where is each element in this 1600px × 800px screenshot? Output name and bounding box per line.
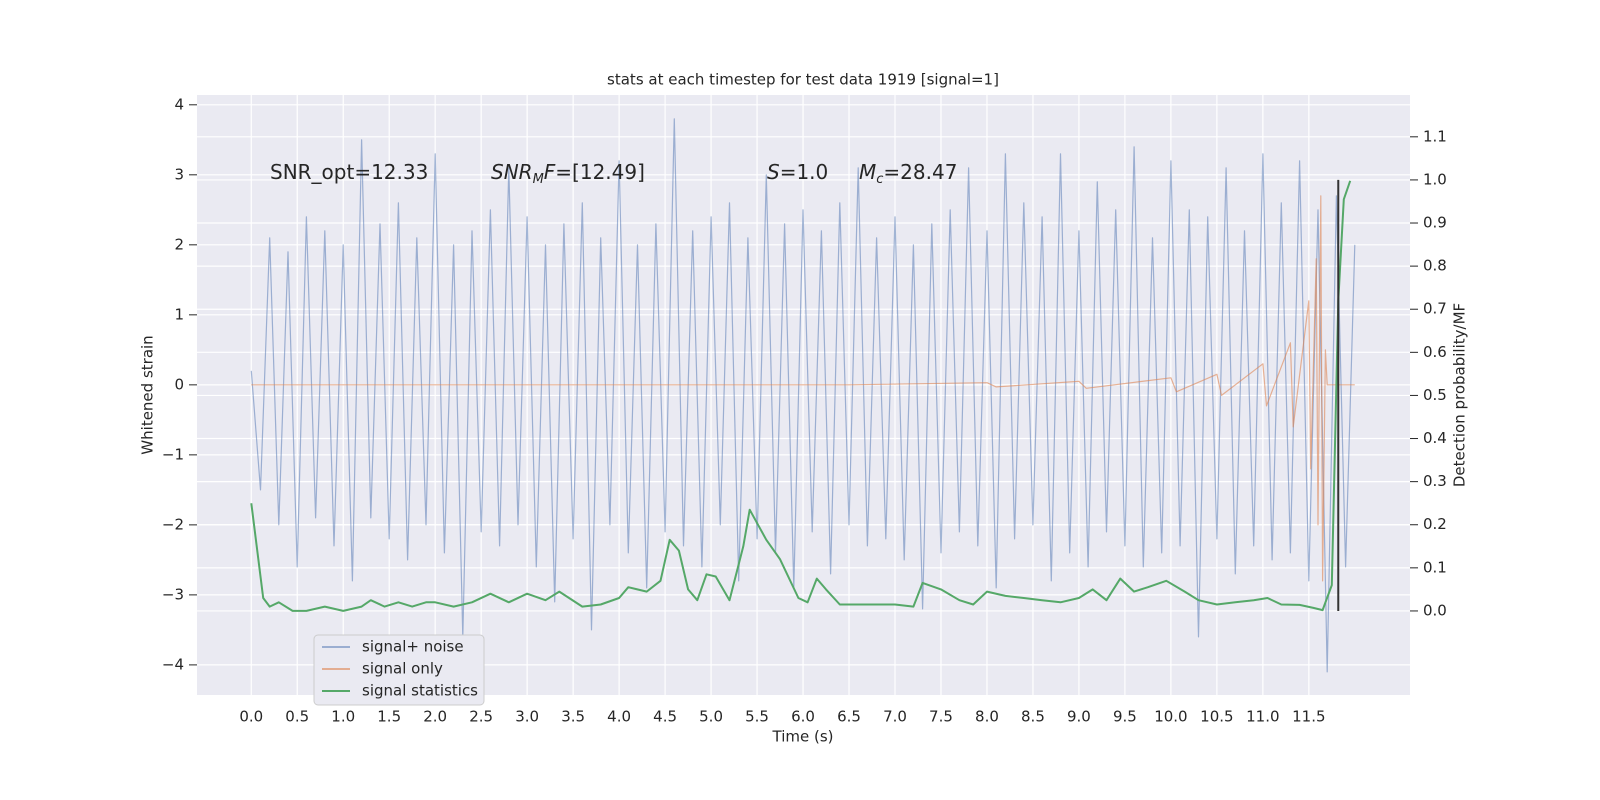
legend-label: signal only [362, 660, 443, 678]
series-line [250, 180, 1352, 612]
y2-tick-label: 0.8 [1423, 257, 1447, 275]
y2-tick-label: 0.4 [1423, 429, 1447, 447]
x-tick-label: 8.0 [975, 708, 999, 726]
y2-tick-label: 0.5 [1423, 386, 1447, 404]
x-tick-label: 2.5 [469, 708, 493, 726]
x-tick-label: 4.5 [653, 708, 677, 726]
x-tick-label: 0.0 [239, 708, 263, 726]
x-tick-label: 0.5 [285, 708, 309, 726]
y2-tick-label: 0.2 [1423, 515, 1447, 533]
x-tick-label: 1.5 [377, 708, 401, 726]
y2-tick-label: 0.9 [1423, 214, 1447, 232]
annotation-part: c [876, 172, 883, 187]
series-line [251, 195, 1355, 582]
y2-tick-label: 0.7 [1423, 300, 1447, 318]
x-tick-label: 6.0 [791, 708, 815, 726]
y-tick-label: 2 [174, 235, 184, 253]
x-tick-label: 3.5 [561, 708, 585, 726]
y2-tick-label: 0.6 [1423, 343, 1447, 361]
y-tick-label: −4 [162, 655, 184, 673]
y-tick-label: −2 [162, 515, 184, 533]
annotation-part: SNR [491, 160, 533, 184]
y-tick-label: 4 [174, 95, 184, 113]
x-tick-label: 9.5 [1113, 708, 1137, 726]
y2-tick-label: 0.1 [1423, 558, 1447, 576]
annotation-part: =28.47 [883, 160, 957, 184]
annotation-part: =1.0 [780, 160, 829, 184]
x-tick-label: 5.0 [699, 708, 723, 726]
series-line [250, 118, 1356, 673]
y-tick-label: −1 [162, 445, 184, 463]
x-tick-label: 8.5 [1021, 708, 1045, 726]
x-tick-label: 10.5 [1200, 708, 1233, 726]
y-axis-label: Whitened strain [139, 335, 157, 454]
legend-box [313, 634, 485, 706]
y2-tick-label: 0.0 [1423, 601, 1447, 619]
annotation-part: =[12.49] [555, 160, 645, 184]
y-tick-label: 0 [174, 375, 184, 393]
y-tick-label: 3 [174, 165, 184, 183]
annotation-part: S [767, 160, 780, 184]
y2-axis-label: Detection probability/MF [1451, 303, 1469, 487]
x-tick-label: 4.0 [607, 708, 631, 726]
x-tick-label: 7.5 [929, 708, 953, 726]
x-tick-label: 9.0 [1067, 708, 1091, 726]
y2-tick-label: 0.3 [1423, 472, 1447, 490]
annotation-part: M [859, 160, 876, 184]
legend-label: signal statistics [362, 682, 478, 700]
annotation-part: F [544, 160, 556, 184]
annotation-part: SNR_opt=12.33 [270, 160, 428, 184]
annotation: SNRMF=[12.49] [491, 160, 645, 187]
x-tick-label: 11.5 [1292, 708, 1325, 726]
y-tick-label: −3 [162, 585, 184, 603]
annotation: Mc=28.47 [859, 160, 957, 187]
legend-label: signal+ noise [362, 638, 464, 656]
x-tick-label: 11.0 [1246, 708, 1279, 726]
y2-tick-label: 1.0 [1423, 170, 1447, 188]
x-tick-label: 6.5 [837, 708, 861, 726]
x-tick-label: 2.0 [423, 708, 447, 726]
y-tick-label: 1 [174, 305, 184, 323]
annotation: SNR_opt=12.33 [270, 160, 428, 184]
annotation-part: M [533, 172, 544, 187]
y2-tick-label: 1.1 [1423, 127, 1447, 145]
x-tick-label: 1.0 [331, 708, 355, 726]
annotation: S=1.0 [767, 160, 828, 184]
x-tick-label: 7.0 [883, 708, 907, 726]
x-tick-label: 10.0 [1154, 708, 1187, 726]
x-axis-label: Time (s) [772, 728, 834, 746]
x-tick-label: 3.0 [515, 708, 539, 726]
x-tick-label: 5.5 [745, 708, 769, 726]
chart-title: stats at each timestep for test data 191… [607, 71, 999, 89]
